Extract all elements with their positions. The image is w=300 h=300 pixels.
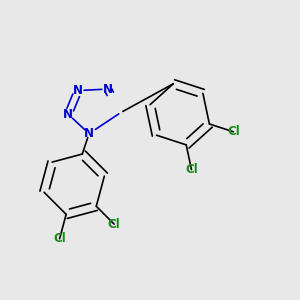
- Text: N: N: [63, 108, 73, 121]
- Text: N: N: [103, 82, 113, 96]
- Text: N: N: [84, 127, 94, 140]
- Text: Cl: Cl: [185, 163, 198, 176]
- Text: Cl: Cl: [108, 218, 121, 231]
- Text: N: N: [73, 84, 83, 97]
- Text: Cl: Cl: [53, 232, 66, 245]
- Text: Cl: Cl: [227, 125, 240, 138]
